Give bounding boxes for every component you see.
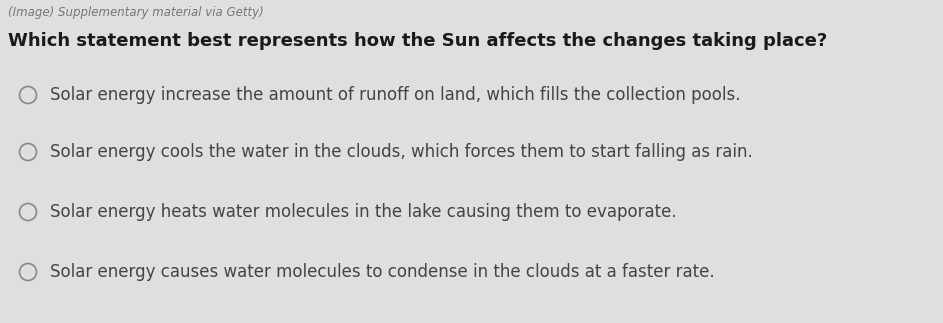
Text: Solar energy causes water molecules to condense in the clouds at a faster rate.: Solar energy causes water molecules to c…	[50, 263, 715, 281]
Text: (Image) Supplementary material via Getty): (Image) Supplementary material via Getty…	[8, 6, 264, 19]
Text: Solar energy heats water molecules in the lake causing them to evaporate.: Solar energy heats water molecules in th…	[50, 203, 677, 221]
Text: Solar energy cools the water in the clouds, which forces them to start falling a: Solar energy cools the water in the clou…	[50, 143, 753, 161]
Text: Which statement best represents how the Sun affects the changes taking place?: Which statement best represents how the …	[8, 32, 827, 50]
Text: Solar energy increase the amount of runoff on land, which fills the collection p: Solar energy increase the amount of runo…	[50, 86, 740, 104]
